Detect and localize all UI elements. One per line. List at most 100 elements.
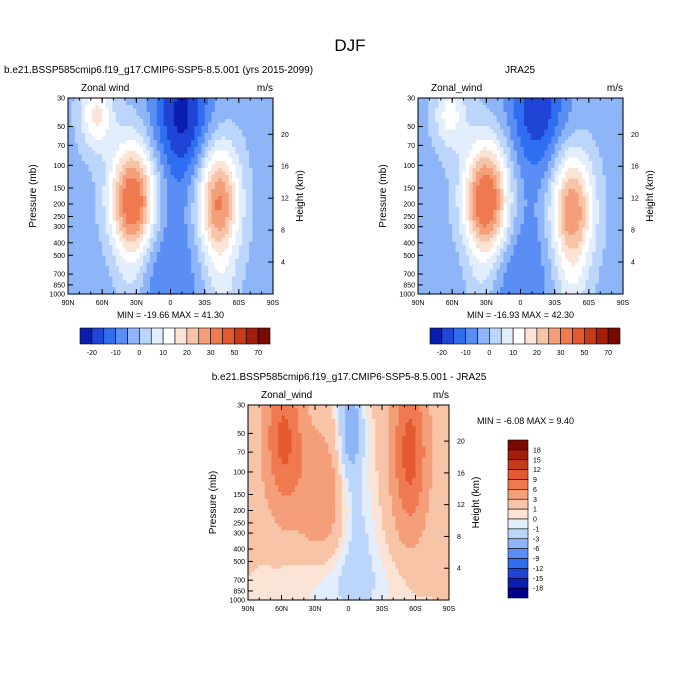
contour-cell (245, 119, 250, 124)
contour-cell (421, 171, 426, 176)
contour-cell (482, 290, 487, 295)
contour-cell (81, 276, 86, 281)
contour-cell (88, 276, 93, 281)
contour-cell (170, 290, 175, 295)
contour-cell (424, 252, 429, 257)
contour-cell (91, 234, 96, 239)
contour-cell (98, 178, 103, 183)
contour-cell (184, 182, 189, 187)
contour-cell (476, 259, 481, 264)
contour-cell (132, 259, 137, 264)
contour-cell (204, 185, 209, 190)
contour-cell (197, 255, 202, 260)
contour-cell (510, 157, 515, 162)
contour-cell (197, 227, 202, 232)
contour-cell (510, 105, 515, 110)
contour-cell (441, 227, 446, 232)
contour-cell (441, 168, 446, 173)
contour-cell (194, 192, 199, 197)
contour-cell (441, 203, 446, 208)
contour-cell (81, 213, 86, 218)
contour-cell (180, 168, 185, 173)
contour-cell (472, 252, 477, 257)
contour-cell (489, 252, 494, 257)
contour-cell (255, 150, 260, 155)
contour-cell (184, 248, 189, 253)
contour-cell (479, 224, 484, 229)
contour-cell (163, 280, 168, 285)
contour-cell (493, 154, 498, 159)
contour-cell (95, 262, 100, 267)
contour-cell (85, 213, 90, 218)
contour-cell (259, 203, 264, 208)
contour-cell (119, 150, 124, 155)
contour-cell (81, 178, 86, 183)
contour-cell (68, 175, 73, 180)
contour-cell (452, 178, 457, 183)
contour-cell (448, 126, 453, 131)
contour-cell (204, 234, 209, 239)
contour-cell (266, 206, 271, 211)
contour-cell (452, 217, 457, 222)
contour-cell (441, 185, 446, 190)
contour-cell (112, 210, 117, 215)
contour-cell (115, 171, 120, 176)
contour-cell (204, 175, 209, 180)
contour-cell (452, 108, 457, 113)
contour-cell (160, 245, 165, 250)
contour-cell (78, 147, 83, 152)
contour-cell (503, 182, 508, 187)
contour-cell (95, 112, 100, 117)
contour-cell (218, 189, 223, 194)
contour-cell (150, 147, 155, 152)
contour-cell (503, 220, 508, 225)
contour-cell (459, 234, 464, 239)
contour-cell (441, 119, 446, 124)
contour-cell (85, 182, 90, 187)
contour-cell (421, 210, 426, 215)
contour-cell (163, 199, 168, 204)
contour-cell (115, 168, 120, 173)
contour-cell (105, 185, 110, 190)
contour-cell (184, 171, 189, 176)
contour-cell (452, 157, 457, 162)
contour-cell (85, 245, 90, 250)
contour-cell (150, 231, 155, 236)
contour-cell (252, 231, 257, 236)
contour-cell (197, 171, 202, 176)
contour-cell (462, 157, 467, 162)
contour-cell (146, 168, 151, 173)
contour-cell (465, 283, 470, 288)
contour-cell (445, 213, 450, 218)
contour-cell (85, 269, 90, 274)
contour-cell (496, 175, 501, 180)
contour-cell (462, 241, 467, 246)
contour-cell (249, 178, 254, 183)
contour-cell (479, 154, 484, 159)
contour-cell (496, 231, 501, 236)
contour-cell (180, 129, 185, 134)
contour-cell (455, 182, 460, 187)
contour-cell (493, 283, 498, 288)
contour-cell (242, 154, 247, 159)
contour-cell (136, 143, 141, 148)
contour-cell (496, 98, 501, 103)
contour-cell (95, 164, 100, 169)
contour-cell (228, 126, 233, 131)
contour-cell (95, 157, 100, 162)
contour-cell (486, 129, 491, 134)
contour-cell (153, 115, 158, 120)
contour-cell (232, 185, 237, 190)
contour-cell (462, 147, 467, 152)
contour-cell (156, 175, 161, 180)
contour-cell (448, 210, 453, 215)
contour-cell (132, 280, 137, 285)
contour-cell (129, 150, 134, 155)
contour-cell (197, 189, 202, 194)
contour-cell (68, 136, 73, 141)
contour-cell (112, 136, 117, 141)
contour-cell (191, 119, 196, 124)
contour-cell (249, 217, 254, 222)
contour-cell (438, 133, 443, 138)
contour-cell (225, 255, 230, 260)
